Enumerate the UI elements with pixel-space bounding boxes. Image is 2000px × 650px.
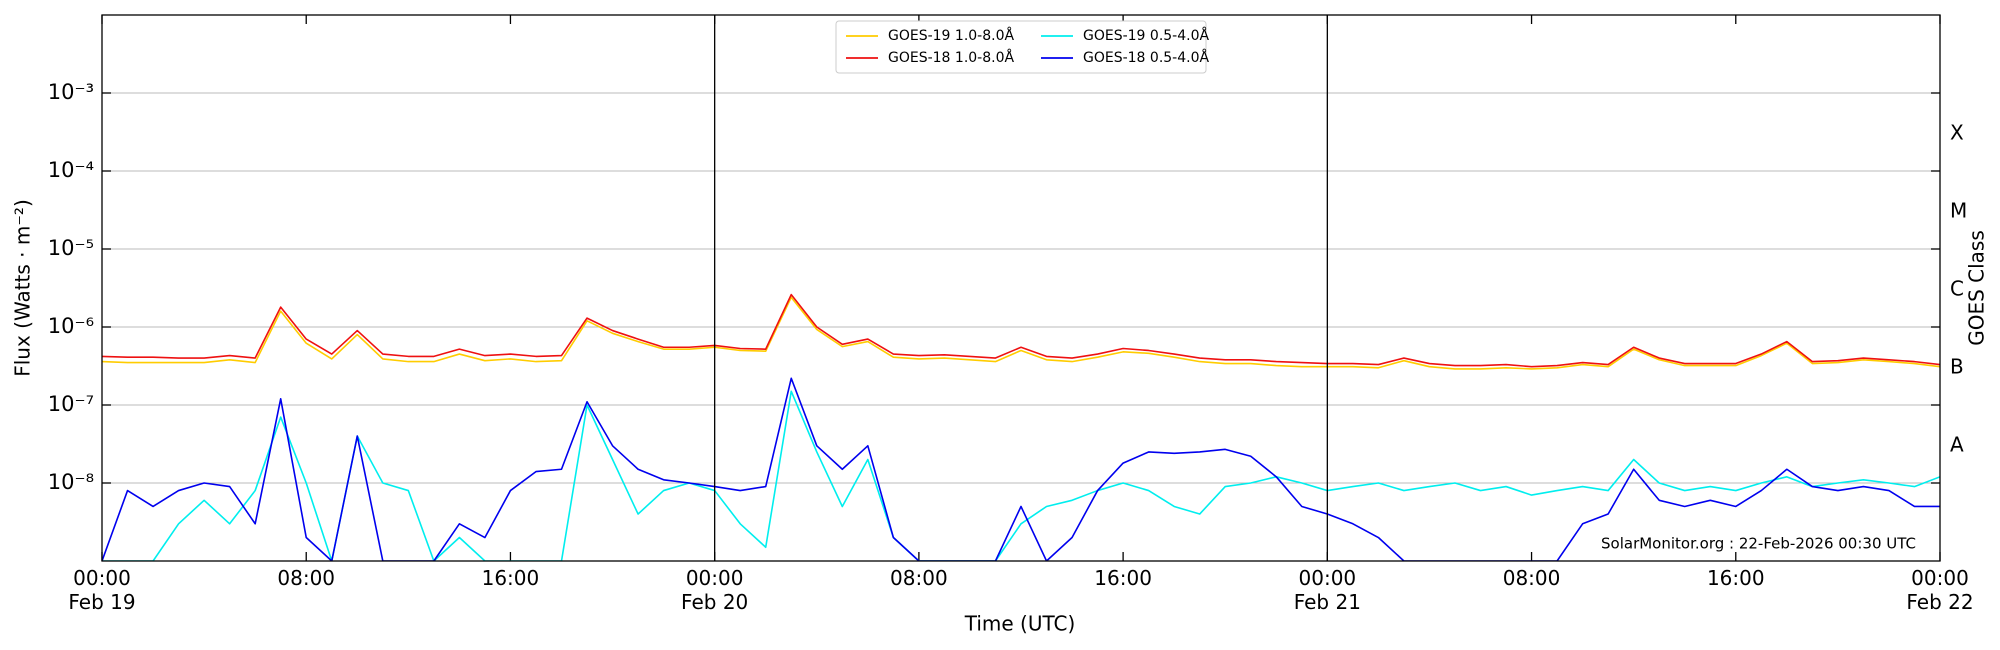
y-tick-label: 10⁻⁸ <box>48 470 94 494</box>
plot-area <box>102 293 1940 561</box>
x-tick-label: 00:00 Feb 21 <box>1293 566 1361 614</box>
annotation: SolarMonitor.org : 22-Feb-2026 00:30 UTC <box>1601 535 1916 553</box>
y2-axis-label: GOES Class <box>1965 230 1989 346</box>
x-tick-label: 00:00 Feb 19 <box>68 566 136 614</box>
y-tick-label: 10⁻⁴ <box>48 158 94 182</box>
y-tick-label: 10⁻⁶ <box>48 314 94 338</box>
plot-frame <box>101 14 1941 562</box>
series-line <box>102 296 1940 370</box>
y2-tick-label: B <box>1950 354 1964 378</box>
y-tick-label: 10⁻⁵ <box>48 236 94 260</box>
series-line <box>102 293 1940 368</box>
x-axis-label: Time (UTC) <box>964 612 1076 636</box>
legend-label: GOES-18 1.0-8.0Å <box>888 49 1014 66</box>
y-tick-label: 10⁻⁷ <box>48 392 94 416</box>
y2-tick-label: M <box>1950 198 1967 222</box>
series-line <box>102 377 1940 561</box>
x-tick-label: 16:00 <box>1094 566 1152 590</box>
legend-box <box>835 20 1207 74</box>
x-tick-label: 08:00 <box>277 566 336 590</box>
x-tick-label: 00:00 Feb 22 <box>1906 566 1974 614</box>
y2-tick-label: A <box>1950 432 1964 456</box>
legend-label: GOES-19 1.0-8.0Å <box>888 27 1014 44</box>
legend: GOES-19 1.0-8.0Å GOES-18 1.0-8.0Å GOES-19 … <box>835 20 1209 74</box>
legend-label: GOES-18 0.5-4.0Å <box>1083 49 1209 66</box>
series-line <box>102 390 1940 561</box>
x-tick-label: 00:00 Feb 20 <box>681 566 749 614</box>
y2-tick-label: X <box>1950 120 1964 144</box>
x-tick-label: 08:00 <box>1502 566 1561 590</box>
y-tick-label: 10⁻³ <box>48 80 94 104</box>
x-tick-label: 08:00 <box>890 566 948 590</box>
y2-tick-label: C <box>1950 276 1964 300</box>
x-tick-label: 16:00 <box>481 566 540 590</box>
legend-label: GOES-19 0.5-4.0Å <box>1083 27 1209 44</box>
x-tick-label: 16:00 <box>1706 566 1765 590</box>
y-axis-label: Flux (Watts · m⁻²) <box>11 199 35 377</box>
